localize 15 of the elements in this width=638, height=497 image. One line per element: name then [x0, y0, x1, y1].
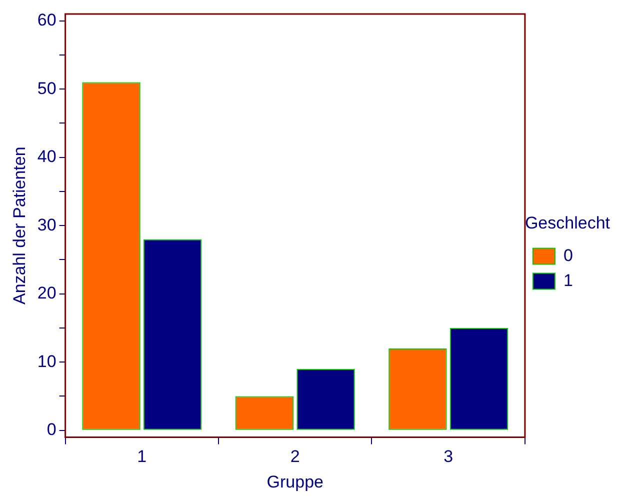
- y-tick-label: 30: [37, 215, 56, 234]
- x-axis-title: Gruppe: [266, 472, 324, 492]
- y-tick-label: 10: [37, 352, 56, 371]
- x-tick-label: 3: [444, 447, 454, 466]
- legend-title: Geschlecht: [524, 213, 610, 232]
- x-tick-label: 2: [290, 447, 300, 466]
- y-tick-label: 50: [37, 78, 56, 98]
- y-tick-label: 0: [46, 420, 56, 440]
- legend-label: 0: [563, 246, 573, 265]
- x-tick-label: 1: [137, 447, 147, 466]
- y-tick-label: 60: [37, 10, 56, 30]
- y-tick-label: 20: [37, 284, 56, 303]
- y-tick-label: 40: [37, 147, 56, 166]
- legend-label: 1: [563, 270, 573, 290]
- y-axis-title: Anzahl der Patienten: [10, 146, 29, 305]
